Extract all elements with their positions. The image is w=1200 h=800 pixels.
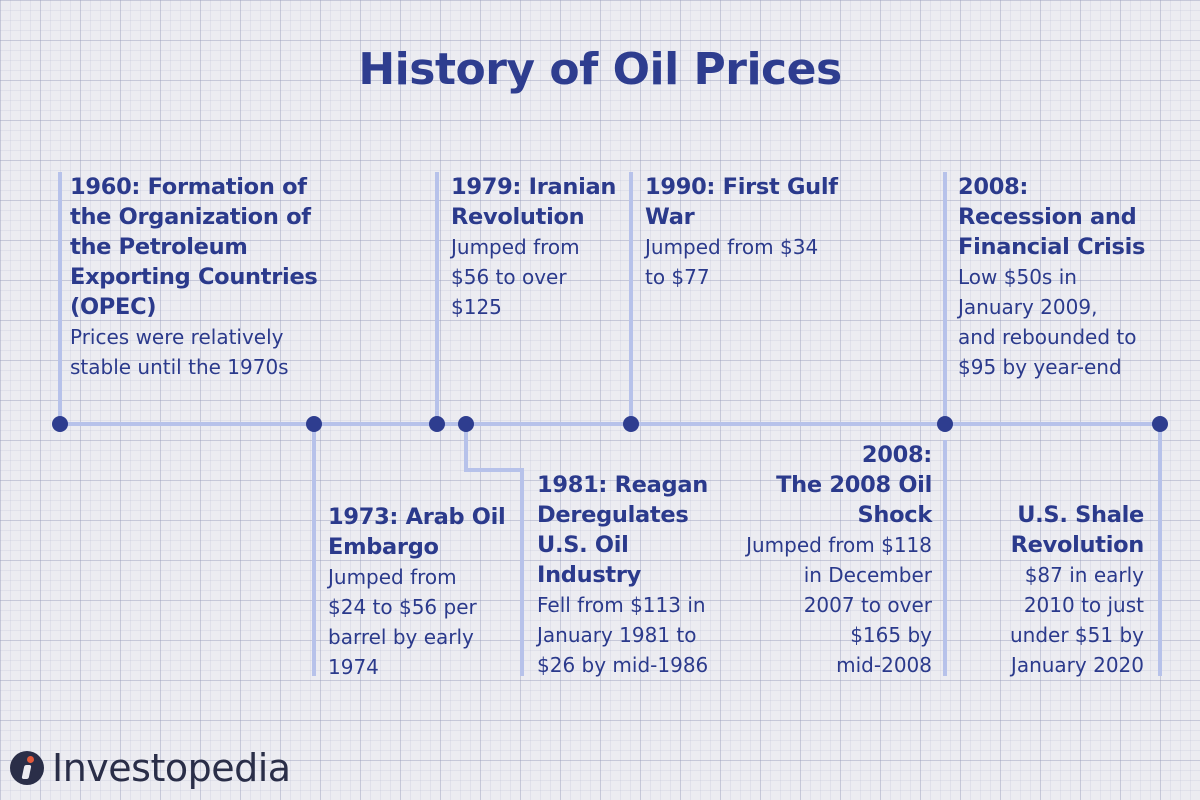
event-heading: 1981: Reagan Deregulates U.S. Oil Indust… [537,472,708,588]
event-heading: 1960: Formation of the Organization of t… [70,174,318,320]
event-heading: 2008: Recession and Financial Crisis [958,174,1146,260]
event-1981: 1981: Reagan Deregulates U.S. Oil Indust… [537,470,737,680]
dot-1979 [429,416,445,432]
event-heading: 1990: First Gulf War [645,174,838,230]
dot-1981 [458,416,474,432]
event-description: Jumped from $34 to $77 [645,235,819,289]
event-us-shale: U.S. Shale Revolution $87 in early 2010 … [970,500,1144,680]
page-title: History of Oil Prices [358,44,842,95]
event-1979: 1979: Iranian Revolution Jumped from $56… [451,172,626,322]
dot-shale [1152,416,1168,432]
event-description: Prices were relatively stable until the … [70,325,289,379]
dot-1973 [306,416,322,432]
event-1990: 1990: First Gulf War Jumped from $34 to … [645,172,865,292]
event-description: Jumped from $56 to over $125 [451,235,580,319]
dot-2008 [937,416,953,432]
dot-1960 [52,416,68,432]
event-1973: 1973: Arab Oil Embargo Jumped from $24 t… [328,502,518,682]
investopedia-logo: Investopedia [10,742,291,794]
event-heading: 2008: The 2008 Oil Shock [776,442,932,528]
event-description: $87 in early 2010 to just under $51 by J… [1010,563,1144,677]
event-1960: 1960: Formation of the Organization of t… [70,172,340,382]
event-description: Jumped from $118 in December 2007 to ove… [746,533,932,677]
logo-text: Investopedia [52,746,291,790]
event-2008-recession: 2008: Recession and Financial Crisis Low… [958,172,1173,382]
event-heading: U.S. Shale Revolution [1010,502,1145,558]
event-heading: 1973: Arab Oil Embargo [328,504,506,560]
event-heading: 1979: Iranian Revolution [451,174,617,230]
event-description: Low $50s in January 2009, and rebounded … [958,265,1137,379]
event-description: Jumped from $24 to $56 per barrel by ear… [328,565,477,679]
investopedia-logo-icon [10,751,44,785]
event-2008-oil-shock: 2008: The 2008 Oil Shock Jumped from $11… [700,440,932,680]
connector-1981 [464,424,524,676]
dot-1990 [623,416,639,432]
event-description: Fell from $113 in January 1981 to $26 by… [537,593,709,677]
